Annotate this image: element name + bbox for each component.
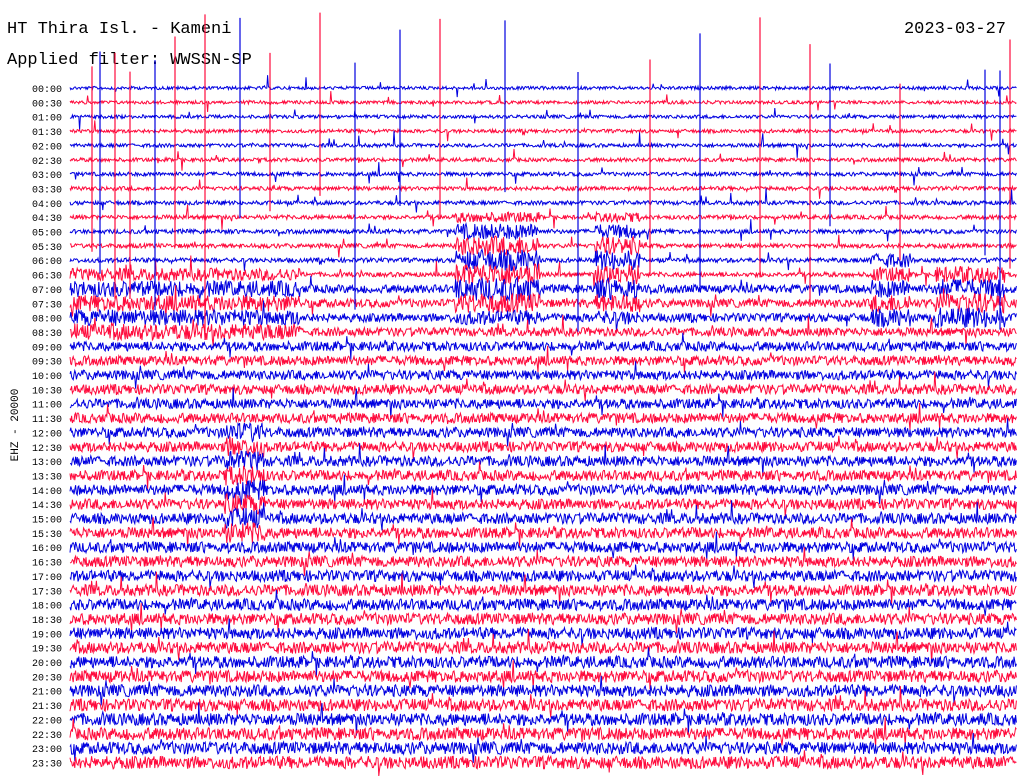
- trace-row: [70, 436, 1016, 460]
- row-time-label: 06:00: [32, 257, 62, 268]
- row-time-label: 21:00: [32, 688, 62, 699]
- row-time-label: 03:30: [32, 185, 62, 196]
- row-time-label: 11:30: [32, 415, 62, 426]
- trace-row: [70, 619, 1016, 647]
- row-time-label: 06:30: [32, 272, 62, 283]
- row-time-label: 04:00: [32, 200, 62, 211]
- row-time-label: 15:30: [32, 530, 62, 541]
- row-time-label: 07:00: [32, 286, 62, 297]
- trace-row: [70, 131, 1016, 158]
- row-time-label: 22:00: [32, 716, 62, 727]
- trace-row: [70, 750, 1016, 776]
- row-time-label: 04:30: [32, 214, 62, 225]
- row-time-label: 20:00: [32, 659, 62, 670]
- trace-row: [70, 149, 1016, 171]
- row-time-label: 15:00: [32, 516, 62, 527]
- row-time-label: 17:00: [32, 573, 62, 584]
- trace-row: [70, 235, 1016, 258]
- row-time-label: 12:30: [32, 444, 62, 455]
- row-time-label: 12:00: [32, 429, 62, 440]
- row-time-label: 01:00: [32, 114, 62, 125]
- row-time-label: 09:30: [32, 358, 62, 369]
- trace-row: [70, 178, 1016, 199]
- trace-row: [70, 75, 1016, 97]
- trace-row: [70, 205, 1016, 230]
- row-time-label: 13:00: [32, 458, 62, 469]
- trace-row: [70, 108, 1016, 130]
- row-time-label: 08:00: [32, 315, 62, 326]
- row-time-label: 00:30: [32, 99, 62, 110]
- row-time-label: 02:00: [32, 142, 62, 153]
- row-time-label: 17:30: [32, 587, 62, 598]
- trace-row: [70, 219, 1016, 241]
- row-time-label: 19:30: [32, 645, 62, 656]
- row-time-label: 08:30: [32, 329, 62, 340]
- row-time-label: 01:30: [32, 128, 62, 139]
- row-time-label: 22:30: [32, 731, 62, 742]
- row-time-label: 02:30: [32, 157, 62, 168]
- trace-row: [70, 162, 1016, 185]
- row-time-label: 03:00: [32, 171, 62, 182]
- row-time-label: 20:30: [32, 673, 62, 684]
- row-time-label: 23:00: [32, 745, 62, 756]
- row-time-label: 13:30: [32, 472, 62, 483]
- row-time-label: 00:00: [32, 85, 62, 96]
- trace-row: [70, 91, 1016, 112]
- row-time-label: 07:30: [32, 300, 62, 311]
- row-time-label: 10:30: [32, 386, 62, 397]
- row-time-label: 19:00: [32, 630, 62, 641]
- row-time-label: 05:30: [32, 243, 62, 254]
- row-time-label: 18:00: [32, 602, 62, 613]
- row-time-label: 14:30: [32, 501, 62, 512]
- row-time-label: 21:30: [32, 702, 62, 713]
- row-time-label: 10:00: [32, 372, 62, 383]
- row-time-label: 16:00: [32, 544, 62, 555]
- trace-row: [70, 188, 1016, 213]
- row-time-label: 14:00: [32, 487, 62, 498]
- row-time-label: 11:00: [32, 401, 62, 412]
- row-time-label: 23:30: [32, 759, 62, 770]
- row-time-label: 18:30: [32, 616, 62, 627]
- row-time-label: 05:00: [32, 229, 62, 240]
- row-time-label: 09:00: [32, 343, 62, 354]
- row-time-label: 16:30: [32, 559, 62, 570]
- trace-row: [70, 120, 1016, 141]
